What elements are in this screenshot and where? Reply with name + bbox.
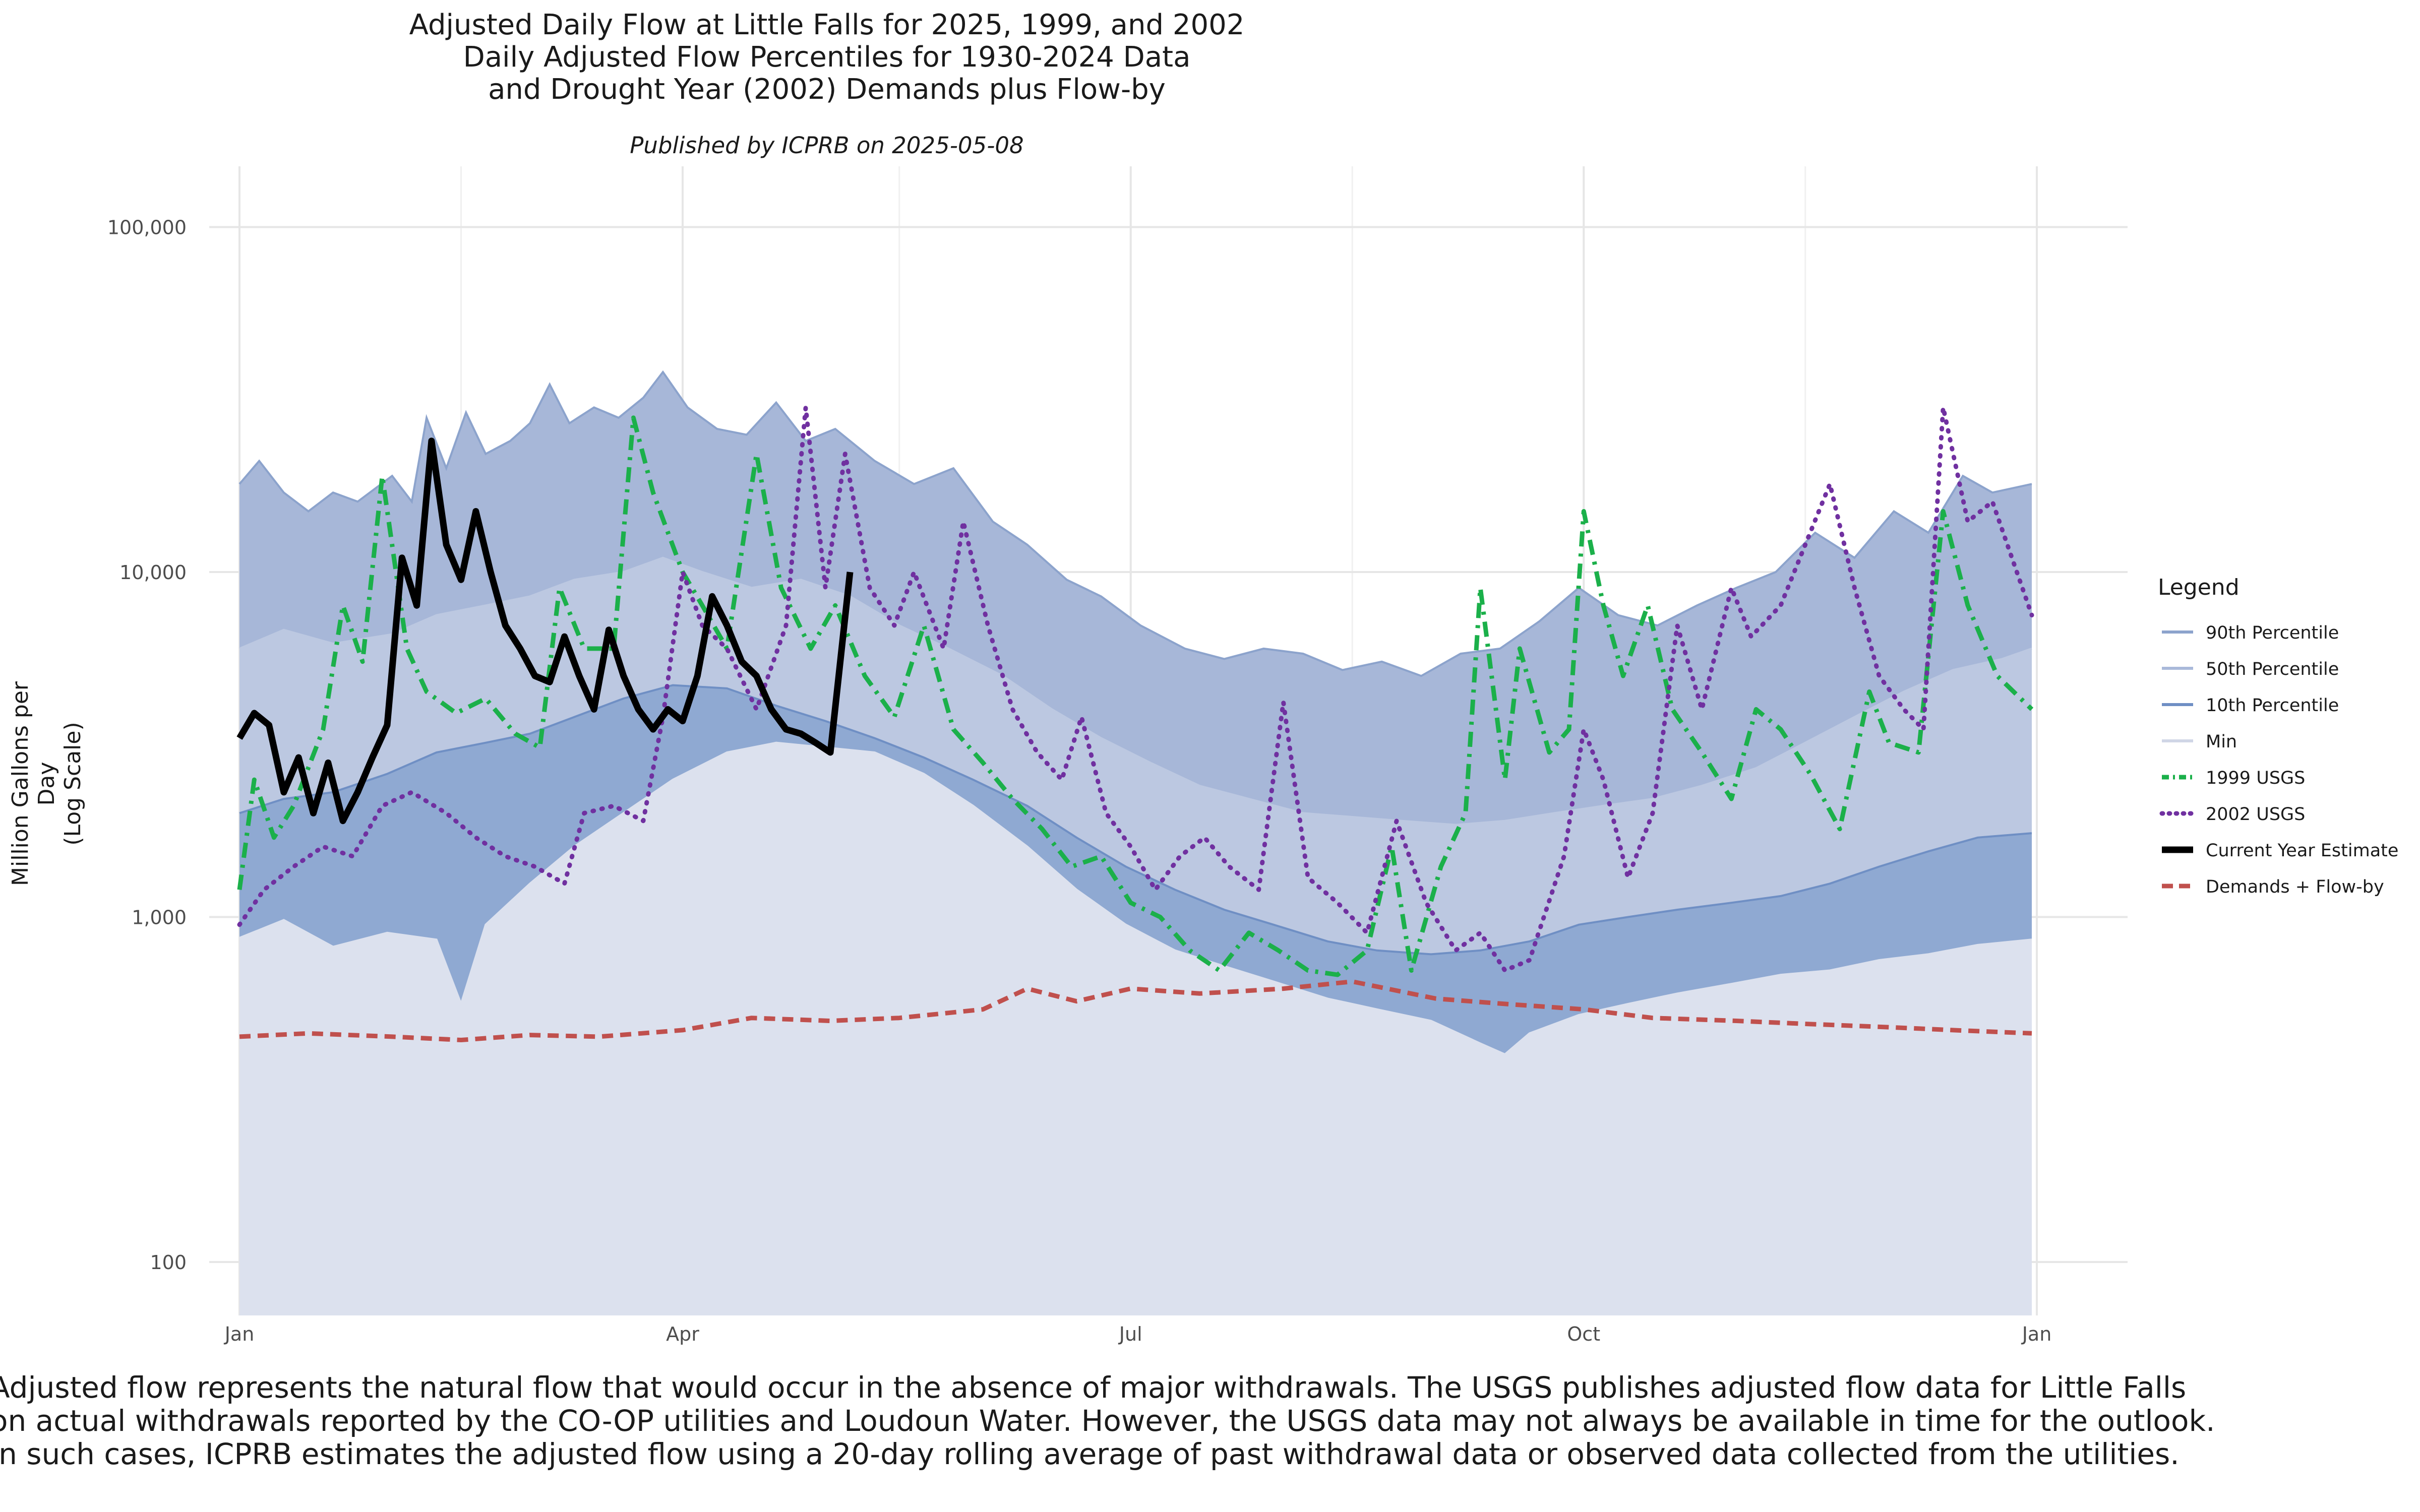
chart-title-line-1: Adjusted Daily Flow at Little Falls for …: [409, 9, 1245, 41]
legend-label-10th-percentile: 10th Percentile: [2206, 696, 2339, 716]
y-tick-label: 1,000: [132, 906, 187, 928]
band-edge-10th-percentile: [239, 684, 2032, 956]
x-tick-label: Apr: [666, 1323, 699, 1345]
x-tick-label: Jan: [2021, 1323, 2052, 1345]
x-tick-label: Oct: [1567, 1323, 1600, 1345]
line-current-year-estimate: [236, 437, 854, 825]
line-1999-usgs: [237, 415, 2034, 977]
x-tick-label: Jul: [1118, 1323, 1142, 1345]
legend-label-90th-percentile: 90th Percentile: [2206, 623, 2339, 643]
chart-title-line-2: Daily Adjusted Flow Percentiles for 1930…: [463, 41, 1191, 74]
caption-line-1: Adjusted flow represents the natural flo…: [0, 1370, 2187, 1405]
legend-label-1999-usgs: 1999 USGS: [2206, 768, 2305, 788]
caption-line-3: In such cases, ICPRB estimates the adjus…: [0, 1437, 2180, 1471]
band-edge-50th-percentile: [239, 556, 2032, 826]
band-edge-min: [239, 741, 2032, 1056]
y-tick-label: 10,000: [119, 561, 187, 584]
legend-label-demands-flow-by: Demands + Flow-by: [2206, 877, 2384, 897]
y-tick-label: 100,000: [107, 217, 187, 239]
line-2002-usgs: [237, 405, 2034, 973]
x-tick-label: Jan: [224, 1323, 255, 1345]
legend-title: Legend: [2158, 575, 2240, 600]
caption-line-2: on actual withdrawals reported by the CO…: [0, 1404, 2215, 1438]
band-min: [239, 742, 2032, 1315]
chart-subtitle: Published by ICPRB on 2025-05-08: [630, 132, 1024, 159]
legend-label-50th-percentile: 50th Percentile: [2206, 659, 2339, 679]
legend-label-2002-usgs: 2002 USGS: [2206, 804, 2305, 825]
y-tick-label: 100: [150, 1251, 187, 1274]
line-demands-flow-by: [239, 979, 2032, 1042]
legend-label-min: Min: [2206, 732, 2237, 752]
band-edge-90th-percentile: [238, 370, 2032, 677]
legend-label-current-year-estimate: Current Year Estimate: [2206, 841, 2398, 861]
chart-title-line-3: and Drought Year (2002) Demands plus Flo…: [488, 73, 1166, 106]
